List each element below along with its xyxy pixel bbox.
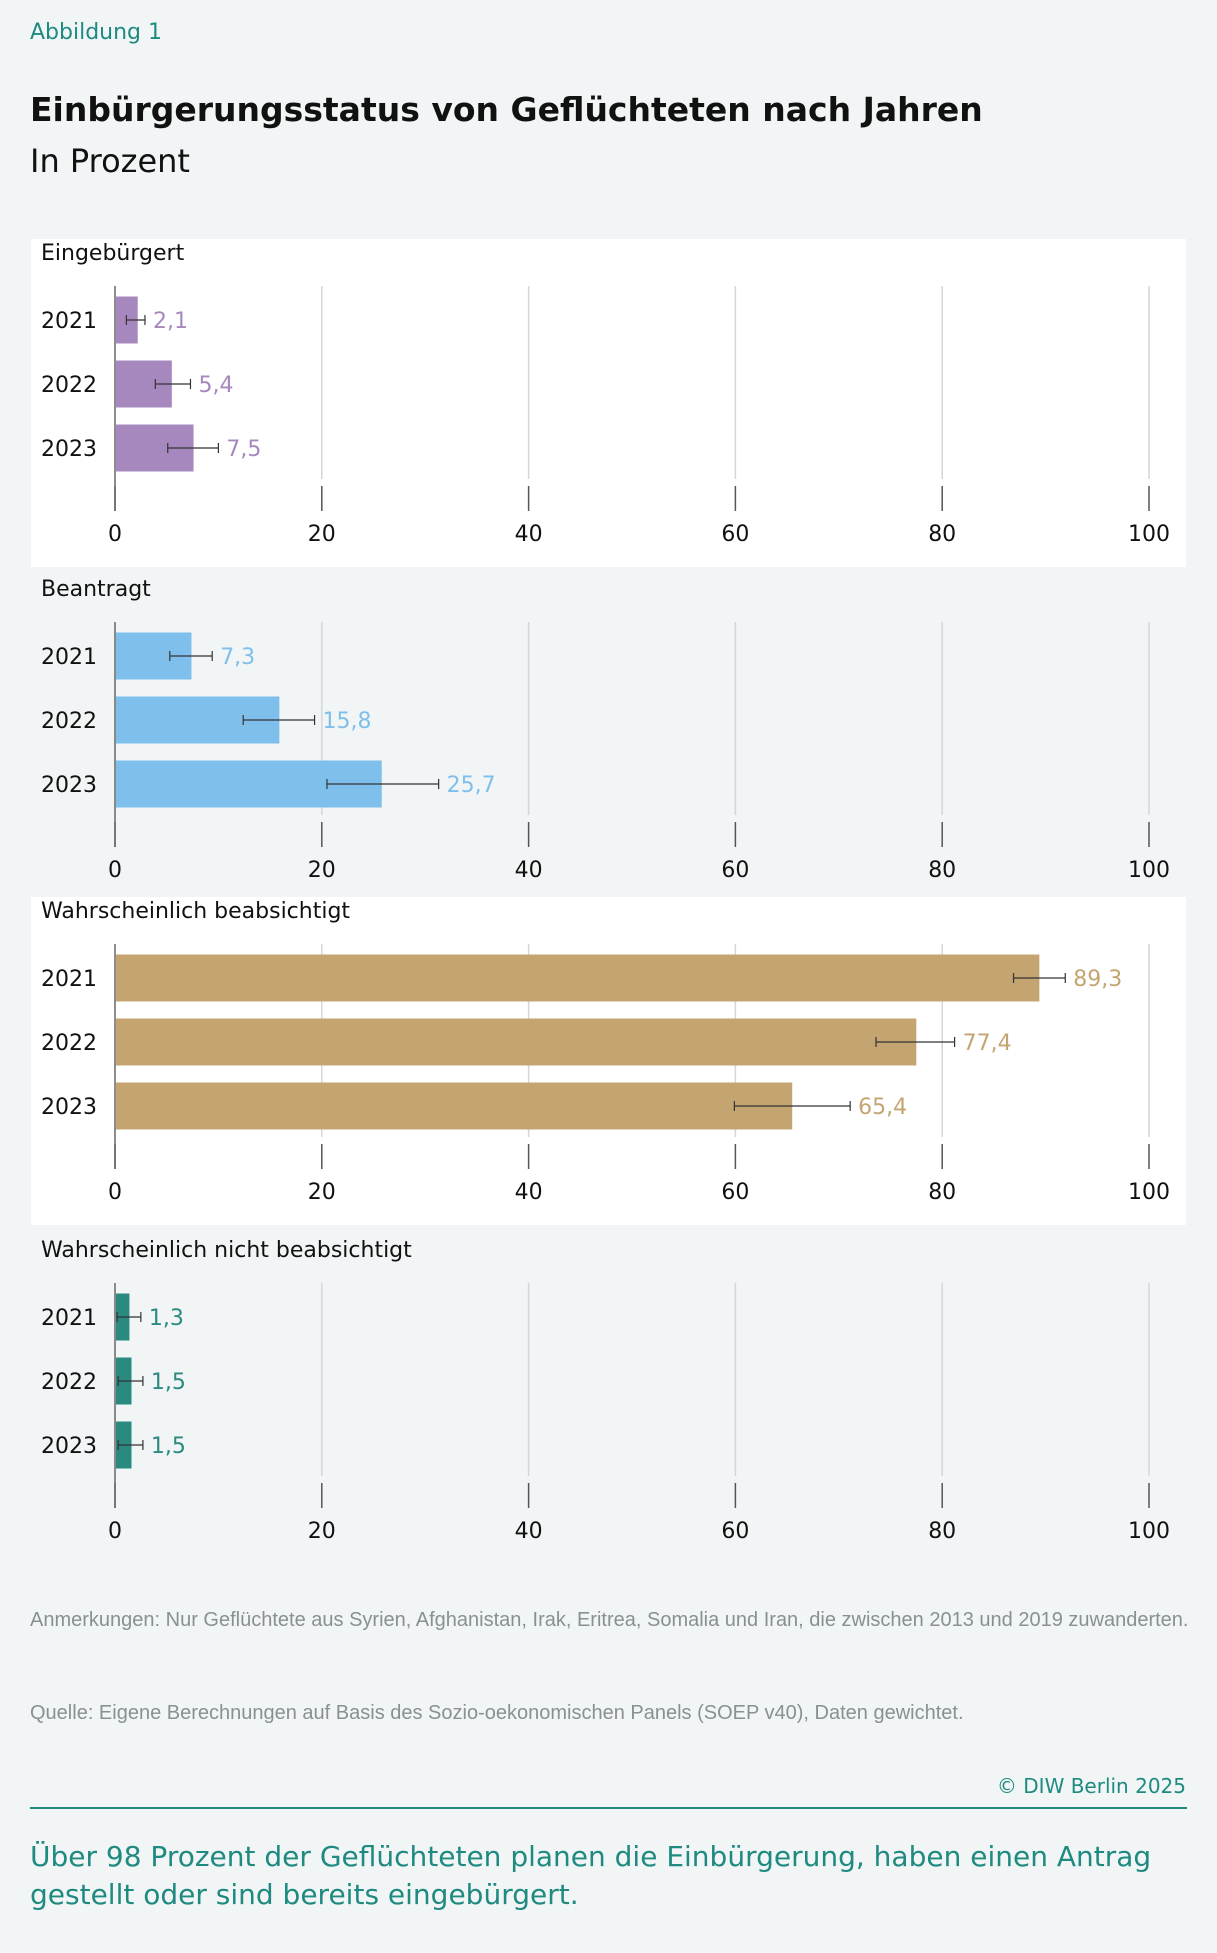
x-tick-label: 20: [308, 1519, 336, 1544]
bar: [116, 1082, 793, 1130]
data-label: 1,5: [151, 1370, 186, 1395]
bar: [116, 954, 1040, 1002]
y-category-label: 2022: [41, 1031, 97, 1056]
x-tick-label: 80: [928, 522, 956, 547]
x-tick-label: 20: [308, 522, 336, 547]
x-tick-label: 40: [515, 858, 543, 883]
y-category-label: 2023: [41, 1434, 97, 1459]
y-category-label: 2022: [41, 709, 97, 734]
x-tick-label: 100: [1128, 858, 1170, 883]
y-category-label: 2023: [41, 437, 97, 462]
y-category-label: 2021: [41, 645, 97, 670]
x-tick-label: 0: [108, 1519, 122, 1544]
y-category-label: 2023: [41, 1095, 97, 1120]
x-tick-label: 0: [108, 522, 122, 547]
divider: [30, 1807, 1187, 1809]
y-category-label: 2021: [41, 967, 97, 992]
chart-svg: Eingebürgert 0 20 40 60 80 100 2021 2,1 2022 5,4 20…: [41, 241, 1170, 547]
panel-title: Eingebürgert: [41, 241, 185, 266]
data-label: 65,4: [858, 1095, 907, 1120]
y-category-label: 2023: [41, 773, 97, 798]
data-label: 5,4: [198, 373, 233, 398]
panel-title: Beantragt: [41, 577, 151, 602]
copyright: © DIW Berlin 2025: [996, 1774, 1186, 1798]
chart-panel: Eingebürgert 0 20 40 60 80 100 2021 2,1 2022 5,4 20…: [31, 239, 1186, 567]
panel-title: Wahrscheinlich nicht beabsichtigt: [41, 1238, 412, 1263]
panel-title: Wahrscheinlich beabsichtigt: [41, 899, 350, 924]
x-tick-label: 60: [721, 1180, 749, 1205]
x-tick-label: 100: [1128, 1519, 1170, 1544]
x-tick-label: 20: [308, 858, 336, 883]
data-label: 2,1: [153, 309, 188, 334]
bar: [116, 1018, 917, 1066]
x-tick-label: 80: [928, 858, 956, 883]
data-label: 15,8: [323, 709, 372, 734]
data-label: 1,5: [151, 1434, 186, 1459]
x-tick-label: 80: [928, 1519, 956, 1544]
figure-label: Abbildung 1: [30, 20, 163, 45]
x-tick-label: 0: [108, 858, 122, 883]
y-category-label: 2021: [41, 1306, 97, 1331]
chart-svg: Wahrscheinlich beabsichtigt 0 20 40 60 80 100 2…: [41, 899, 1170, 1205]
y-category-label: 2022: [41, 373, 97, 398]
x-tick-label: 60: [721, 1519, 749, 1544]
data-label: 7,3: [220, 645, 255, 670]
chart-panel: Wahrscheinlich nicht beabsichtigt 0 20 40 60…: [31, 1236, 1186, 1564]
chart-title: Einbürgerungsstatus von Geflüchteten nac…: [30, 90, 983, 129]
source: Quelle: Eigene Berechnungen auf Basis de…: [30, 1702, 964, 1724]
notes: Anmerkungen: Nur Geflüchtete aus Syrien,…: [30, 1609, 1189, 1631]
x-tick-label: 60: [721, 522, 749, 547]
x-tick-label: 100: [1128, 1180, 1170, 1205]
chart-panel: Beantragt 0 20 40 60 80 100 2021 7,3 2022 15,8 2023…: [31, 575, 1186, 903]
chart-svg: Wahrscheinlich nicht beabsichtigt 0 20 40 60…: [41, 1238, 1170, 1544]
y-category-label: 2021: [41, 309, 97, 334]
y-category-label: 2022: [41, 1370, 97, 1395]
x-tick-label: 20: [308, 1180, 336, 1205]
data-label: 7,5: [226, 437, 261, 462]
data-label: 1,3: [149, 1306, 184, 1331]
data-label: 77,4: [963, 1031, 1012, 1056]
x-tick-label: 80: [928, 1180, 956, 1205]
chart-subtitle: In Prozent: [30, 142, 190, 180]
x-tick-label: 40: [515, 1180, 543, 1205]
data-label: 89,3: [1073, 967, 1122, 992]
chart-panel: Wahrscheinlich beabsichtigt 0 20 40 60 80 100 2…: [31, 897, 1186, 1225]
x-tick-label: 40: [515, 1519, 543, 1544]
takeaway: Über 98 Prozent der Geflüchteten planen …: [30, 1840, 1152, 1911]
data-label: 25,7: [447, 773, 496, 798]
x-tick-label: 40: [515, 522, 543, 547]
x-tick-label: 100: [1128, 522, 1170, 547]
x-tick-label: 0: [108, 1180, 122, 1205]
x-tick-label: 60: [721, 858, 749, 883]
chart-svg: Beantragt 0 20 40 60 80 100 2021 7,3 2022 15,8 2023…: [41, 577, 1170, 883]
